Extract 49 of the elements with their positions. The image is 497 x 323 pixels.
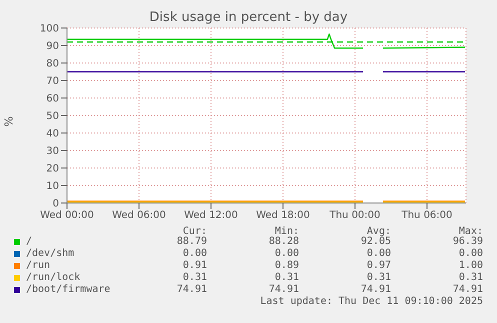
legend-label: /dev/shm [26,248,74,259]
x-tick-label: Thu 00:00 [328,210,380,222]
text: 1.00 [458,260,483,271]
text: Avg: [366,226,391,237]
text: 74.91 [268,284,299,295]
text: 88.28 [268,236,299,247]
y-tick-label: 90 [46,41,59,52]
text: Cur: [182,226,207,237]
text: 0.00 [366,248,391,259]
y-tick-label: 60 [46,94,59,105]
y-tick-label: 100 [40,24,59,35]
legend-label: / [26,236,32,247]
text: 88.79 [176,236,207,247]
text: 74.91 [176,284,207,295]
legend-label: /boot/firmware [26,284,110,295]
text: 0.00 [458,248,483,259]
text: 0.89 [274,260,299,271]
y-tick-label: 70 [46,76,59,88]
text: 0.91 [182,260,207,271]
text: 96.39 [452,236,483,247]
x-tick-label: Wed 06:00 [112,210,166,222]
y-tick-label: 30 [46,146,59,158]
text: Max: [458,226,483,237]
legend-label: /run [26,260,50,271]
y-tick-label: 20 [46,164,59,175]
text: 0.31 [182,272,207,283]
text: 92.05 [360,236,391,247]
text: 0.00 [274,248,299,259]
legend-label: /run/lock [26,272,80,283]
x-tick-label: Thu 06:00 [400,210,452,222]
chart-title: Disk usage in percent - by day [148,10,349,25]
y-tick-label: 50 [46,111,59,122]
y-tick-label: 80 [46,58,59,70]
x-tick-label: Wed 12:00 [184,210,238,222]
text: 0.31 [458,272,483,283]
text: Last update: Thu Dec 11 09:10:00 2025 [260,296,483,307]
text: 0.31 [274,272,299,283]
x-tick-label: Wed 00:00 [40,210,94,222]
text: 0.97 [366,260,391,271]
y-tick-label: 0 [52,198,59,210]
text: 0.00 [182,248,207,259]
text: 74.91 [452,284,483,295]
x-tick-label: Wed 18:00 [256,210,310,222]
y-tick-label: 40 [46,128,59,140]
text: 74.91 [360,284,391,295]
y-axis-title: % [2,116,16,127]
y-tick-label: 10 [46,181,59,192]
text: 0.31 [366,272,391,283]
text: Min: [274,226,299,237]
